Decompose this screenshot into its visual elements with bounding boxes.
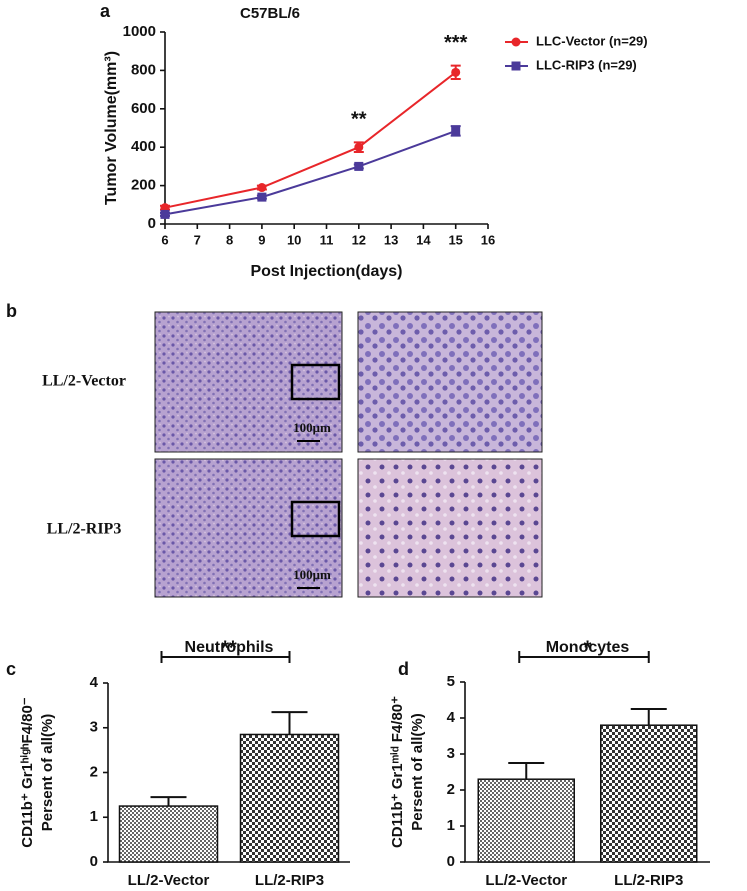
row-label: LL/2-Vector bbox=[42, 373, 126, 390]
x-tick-label: 16 bbox=[481, 232, 495, 247]
series-line bbox=[164, 129, 457, 216]
y-tick-label: 600 bbox=[131, 100, 156, 117]
y-axis-label: CD11b⁺ Gr1ʰⁱᵍʰF4/80⁻ bbox=[19, 697, 36, 848]
y-axis-label: Tumor Volume(mm³) bbox=[103, 51, 120, 205]
x-tick-label: 13 bbox=[384, 232, 398, 247]
y-tick-label: 200 bbox=[131, 177, 156, 194]
legend-marker bbox=[511, 37, 521, 47]
panel-label: b bbox=[6, 301, 17, 321]
data-point bbox=[257, 183, 267, 193]
legend-label: LLC-Vector (n=29) bbox=[536, 33, 648, 48]
x-tick-label: 7 bbox=[194, 232, 201, 247]
y-tick-label: 0 bbox=[148, 215, 156, 232]
y-axis-label: Persent of all(%) bbox=[39, 714, 56, 832]
histology-image bbox=[357, 311, 543, 453]
significance: *** bbox=[444, 32, 468, 54]
x-tick-label: LL/2-Vector bbox=[485, 872, 567, 889]
x-tick-label: 10 bbox=[287, 232, 301, 247]
series-line bbox=[164, 71, 457, 209]
histology-image bbox=[154, 311, 343, 453]
y-tick-label: 4 bbox=[447, 709, 456, 726]
chart-title: Neutrophils bbox=[185, 639, 274, 656]
bar bbox=[118, 805, 219, 863]
x-tick-label: LL/2-RIP3 bbox=[614, 872, 683, 889]
data-point bbox=[354, 142, 364, 152]
histology-image bbox=[154, 458, 343, 598]
y-tick-label: 4 bbox=[90, 674, 99, 691]
legend-marker bbox=[511, 61, 521, 71]
x-tick-label: 11 bbox=[320, 232, 334, 247]
x-tick-label: 9 bbox=[258, 232, 265, 247]
significance-bracket bbox=[518, 651, 650, 663]
y-axis-label: Persent of all(%) bbox=[409, 713, 426, 831]
data-point bbox=[160, 209, 170, 219]
y-tick-label: 0 bbox=[447, 853, 455, 870]
y-tick-label: 0 bbox=[90, 853, 98, 870]
data-point bbox=[451, 67, 461, 77]
y-axis-label: CD11b⁺ Gr1ᵐⁱᵈ F4/80⁺ bbox=[389, 696, 406, 848]
error-bar bbox=[630, 708, 667, 726]
x-tick-label: 14 bbox=[416, 232, 431, 247]
row-label: LL/2-RIP3 bbox=[47, 521, 122, 538]
significance-bracket bbox=[160, 651, 291, 663]
zoom-box bbox=[290, 500, 341, 538]
y-tick-label: 1000 bbox=[123, 23, 156, 40]
x-axis-label: Post Injection(days) bbox=[250, 263, 402, 280]
panel-label: a bbox=[100, 1, 111, 21]
y-tick-label: 2 bbox=[447, 781, 455, 798]
x-tick-label: 15 bbox=[448, 232, 462, 247]
y-tick-label: 1 bbox=[447, 817, 455, 834]
data-point bbox=[354, 161, 364, 171]
panel-label: c bbox=[6, 659, 16, 679]
y-tick-label: 1 bbox=[90, 808, 98, 825]
x-tick-label: LL/2-Vector bbox=[128, 872, 210, 889]
scale-bar-label: 100μm bbox=[293, 567, 331, 582]
histology-image bbox=[357, 458, 543, 598]
axis bbox=[164, 32, 488, 225]
zoom-box bbox=[290, 363, 341, 401]
error-bar bbox=[271, 711, 308, 735]
x-tick-label: 6 bbox=[161, 232, 168, 247]
chart-title: C57BL/6 bbox=[240, 5, 300, 22]
significance: ** bbox=[221, 637, 237, 659]
chart-title: Monocytes bbox=[546, 639, 630, 656]
significance: * bbox=[584, 637, 592, 659]
y-tick-label: 3 bbox=[447, 745, 455, 762]
data-point bbox=[451, 126, 461, 136]
x-tick-label: 12 bbox=[352, 232, 366, 247]
error-bar bbox=[508, 762, 545, 780]
scale-bar-label: 100μm bbox=[293, 420, 331, 435]
bar bbox=[477, 778, 575, 863]
y-tick-label: 400 bbox=[131, 138, 156, 155]
y-tick-label: 3 bbox=[90, 719, 98, 736]
significance: ** bbox=[351, 109, 367, 131]
error-bar bbox=[150, 796, 187, 807]
bar bbox=[600, 724, 698, 863]
panel-label: d bbox=[398, 659, 409, 679]
data-point bbox=[257, 192, 267, 202]
y-tick-label: 800 bbox=[131, 61, 156, 78]
bar bbox=[239, 733, 340, 863]
y-tick-label: 5 bbox=[447, 673, 455, 690]
legend-label: LLC-RIP3 (n=29) bbox=[536, 57, 637, 72]
x-tick-label: LL/2-RIP3 bbox=[255, 872, 324, 889]
y-tick-label: 2 bbox=[90, 763, 98, 780]
x-tick-label: 8 bbox=[226, 232, 233, 247]
